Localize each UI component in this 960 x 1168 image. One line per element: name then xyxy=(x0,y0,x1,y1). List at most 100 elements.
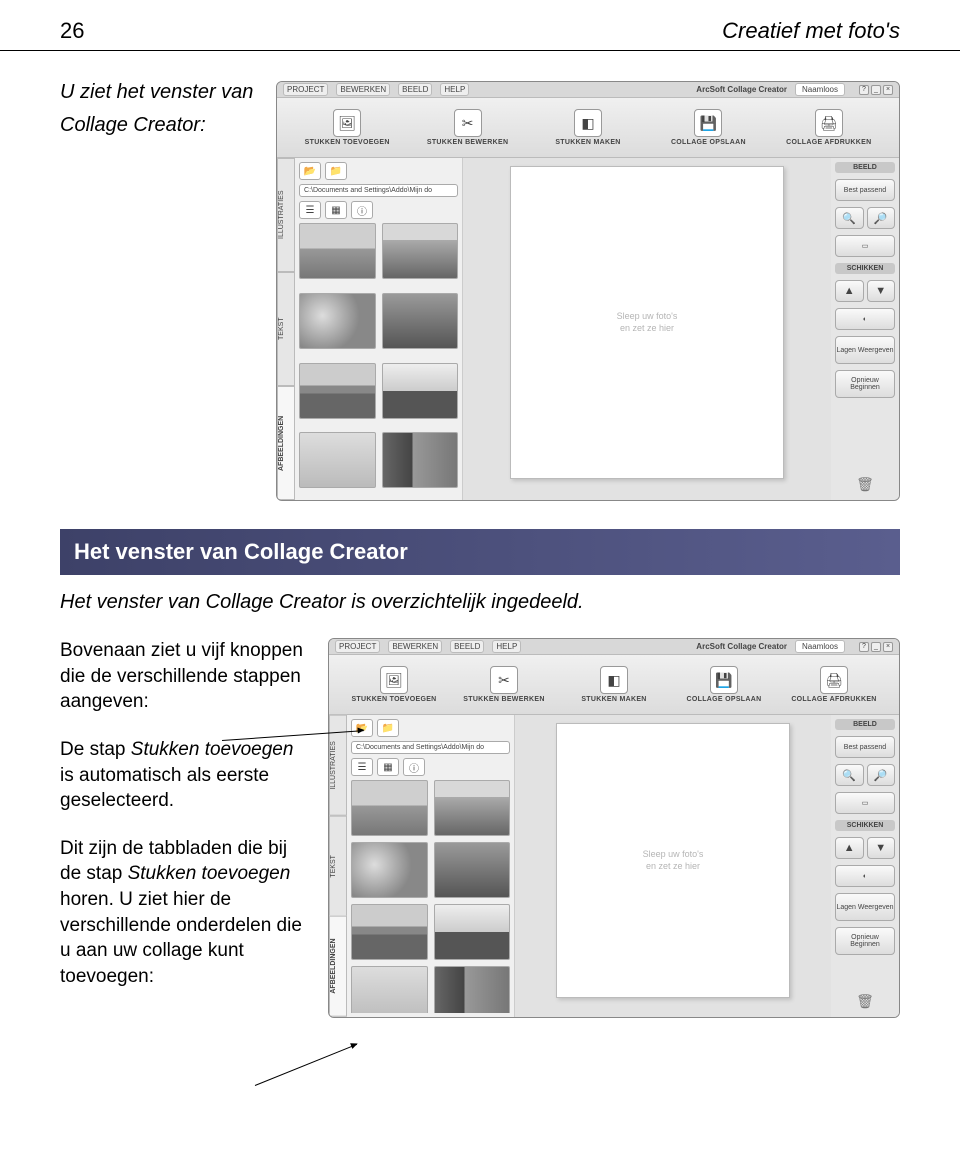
save-icon: 💾 xyxy=(710,666,738,694)
thumbnail[interactable] xyxy=(382,363,459,419)
thumbnail[interactable] xyxy=(351,904,428,960)
send-backward-icon[interactable]: ▼ xyxy=(867,837,896,859)
help-icon[interactable]: ? xyxy=(859,85,869,95)
toolbar-save-button[interactable]: 💾 COLLAGE OPSLAAN xyxy=(653,109,763,146)
thumbnail[interactable] xyxy=(434,780,511,836)
lower-screenshot-wrap: PROJECT BEWERKEN BEELD HELP ArcSoft Coll… xyxy=(328,638,900,1018)
thumbnail[interactable] xyxy=(299,432,376,488)
canvas-hint: Sleep uw foto's en zet ze hier xyxy=(643,848,704,873)
toggle-button[interactable]: ◐ xyxy=(835,865,895,887)
toggle-button[interactable]: ◐ xyxy=(835,308,895,330)
tab-illustraties[interactable]: ILLUSTRATIES xyxy=(277,158,295,272)
zoom-in-icon[interactable]: 🔍 xyxy=(835,764,864,786)
toolbar-add-label: STUKKEN TOEVOEGEN xyxy=(351,696,436,703)
thumbnail[interactable] xyxy=(299,223,376,279)
grid-view-icon[interactable]: ▦ xyxy=(377,758,399,776)
toolbar-add-button[interactable]: 🖼 STUKKEN TOEVOEGEN xyxy=(339,666,449,703)
canvas-page[interactable]: Sleep uw foto's en zet ze hier xyxy=(510,166,785,479)
toolbar-add-button[interactable]: 🖼 STUKKEN TOEVOEGEN xyxy=(292,109,402,146)
folder-open-icon[interactable]: 📂 xyxy=(299,162,321,180)
vertical-tabs: ILLUSTRATIES TEKST AFBEELDINGEN xyxy=(329,715,347,1017)
thumbnail[interactable] xyxy=(299,363,376,419)
fit-button[interactable]: ▭ xyxy=(835,235,895,257)
menu-beeld[interactable]: BEELD xyxy=(450,640,484,653)
menu-bewerken[interactable]: BEWERKEN xyxy=(336,83,390,96)
lagen-button[interactable]: Lagen Weergeven xyxy=(835,893,895,921)
opnieuw-button[interactable]: Opnieuw Beginnen xyxy=(835,927,895,955)
close-icon[interactable]: × xyxy=(883,642,893,652)
zoom-out-icon[interactable]: 🔎 xyxy=(867,764,896,786)
thumbnail[interactable] xyxy=(299,293,376,349)
minimize-icon[interactable]: _ xyxy=(871,85,881,95)
info-icon[interactable]: ⓘ xyxy=(403,758,425,776)
list-view-icon[interactable]: ☰ xyxy=(351,758,373,776)
toolbar-edit-label: STUKKEN BEWERKEN xyxy=(427,139,508,146)
lower-p2: De stap Stukken toevoegen is automatisch… xyxy=(60,737,310,814)
lower-p1: Bovenaan ziet u vijf knoppen die de vers… xyxy=(60,638,310,715)
toolbar-print-button[interactable]: 🖨 COLLAGE AFDRUKKEN xyxy=(779,666,889,703)
fit-button[interactable]: ▭ xyxy=(835,792,895,814)
bring-forward-icon[interactable]: ▲ xyxy=(835,837,864,859)
window-controls: ? _ × xyxy=(859,642,893,652)
window-controls: ? _ × xyxy=(859,85,893,95)
thumbnail[interactable] xyxy=(351,842,428,898)
tab-illustraties[interactable]: ILLUSTRATIES xyxy=(329,715,347,816)
minimize-icon[interactable]: _ xyxy=(871,642,881,652)
folder-icon[interactable]: 📁 xyxy=(325,162,347,180)
thumbnail[interactable] xyxy=(382,293,459,349)
toolbar-make-button[interactable]: ◧ STUKKEN MAKEN xyxy=(533,109,643,146)
toolbar-save-label: COLLAGE OPSLAAN xyxy=(671,139,746,146)
trash-icon[interactable]: 🗑 xyxy=(835,472,895,496)
page-number: 26 xyxy=(60,18,84,44)
lagen-button[interactable]: Lagen Weergeven xyxy=(835,336,895,364)
help-icon[interactable]: ? xyxy=(859,642,869,652)
thumbnail[interactable] xyxy=(351,780,428,836)
thumbnail[interactable] xyxy=(434,842,511,898)
best-passend-button[interactable]: Best passend xyxy=(835,736,895,758)
zoom-out-icon[interactable]: 🔎 xyxy=(867,207,896,229)
toolbar-save-label: COLLAGE OPSLAAN xyxy=(687,696,762,703)
opnieuw-button[interactable]: Opnieuw Beginnen xyxy=(835,370,895,398)
tab-tekst[interactable]: TEKST xyxy=(329,816,347,917)
toolbar-make-button[interactable]: ◧ STUKKEN MAKEN xyxy=(559,666,669,703)
menu-help[interactable]: HELP xyxy=(492,640,521,653)
toolbar-edit-button[interactable]: ✂ STUKKEN BEWERKEN xyxy=(413,109,523,146)
zoom-in-icon[interactable]: 🔍 xyxy=(835,207,864,229)
collage-creator-window-annotated: PROJECT BEWERKEN BEELD HELP ArcSoft Coll… xyxy=(328,638,900,1018)
thumbnail[interactable] xyxy=(434,904,511,960)
menu-project[interactable]: PROJECT xyxy=(335,640,380,653)
close-icon[interactable]: × xyxy=(883,85,893,95)
rp-label-beeld: BEELD xyxy=(835,162,895,173)
app-body: ILLUSTRATIES TEKST AFBEELDINGEN 📂 📁 C:\D… xyxy=(277,158,899,500)
folder-icon[interactable]: 📁 xyxy=(377,719,399,737)
toolbar-make-label: STUKKEN MAKEN xyxy=(555,139,620,146)
send-backward-icon[interactable]: ▼ xyxy=(867,280,896,302)
menu-bewerken[interactable]: BEWERKEN xyxy=(388,640,442,653)
canvas-hint-l2: en zet ze hier xyxy=(646,861,700,871)
best-passend-button[interactable]: Best passend xyxy=(835,179,895,201)
trash-icon[interactable]: 🗑 xyxy=(835,989,895,1013)
thumbnail-grid xyxy=(351,780,510,1013)
menu-project[interactable]: PROJECT xyxy=(283,83,328,96)
canvas-page[interactable]: Sleep uw foto's en zet ze hier xyxy=(556,723,790,998)
folder-open-icon[interactable]: 📂 xyxy=(351,719,373,737)
grid-view-icon[interactable]: ▦ xyxy=(325,201,347,219)
info-icon[interactable]: ⓘ xyxy=(351,201,373,219)
photos-icon: 🖼 xyxy=(333,109,361,137)
thumbnail[interactable] xyxy=(382,223,459,279)
path-field[interactable]: C:\Documents and Settings\Addo\Mijn do xyxy=(351,741,510,754)
path-field[interactable]: C:\Documents and Settings\Addo\Mijn do xyxy=(299,184,458,197)
toolbar-edit-button[interactable]: ✂ STUKKEN BEWERKEN xyxy=(449,666,559,703)
tab-tekst[interactable]: TEKST xyxy=(277,272,295,386)
bring-forward-icon[interactable]: ▲ xyxy=(835,280,864,302)
thumbnail[interactable] xyxy=(351,966,428,1013)
toolbar-print-button[interactable]: 🖨 COLLAGE AFDRUKKEN xyxy=(774,109,884,146)
menu-help[interactable]: HELP xyxy=(440,83,469,96)
menu-beeld[interactable]: BEELD xyxy=(398,83,432,96)
toolbar-save-button[interactable]: 💾 COLLAGE OPSLAAN xyxy=(669,666,779,703)
thumbnail[interactable] xyxy=(382,432,459,488)
tab-afbeeldingen[interactable]: AFBEELDINGEN xyxy=(277,386,295,500)
thumbnail[interactable] xyxy=(434,966,511,1013)
list-view-icon[interactable]: ☰ xyxy=(299,201,321,219)
tab-afbeeldingen[interactable]: AFBEELDINGEN xyxy=(329,916,347,1017)
